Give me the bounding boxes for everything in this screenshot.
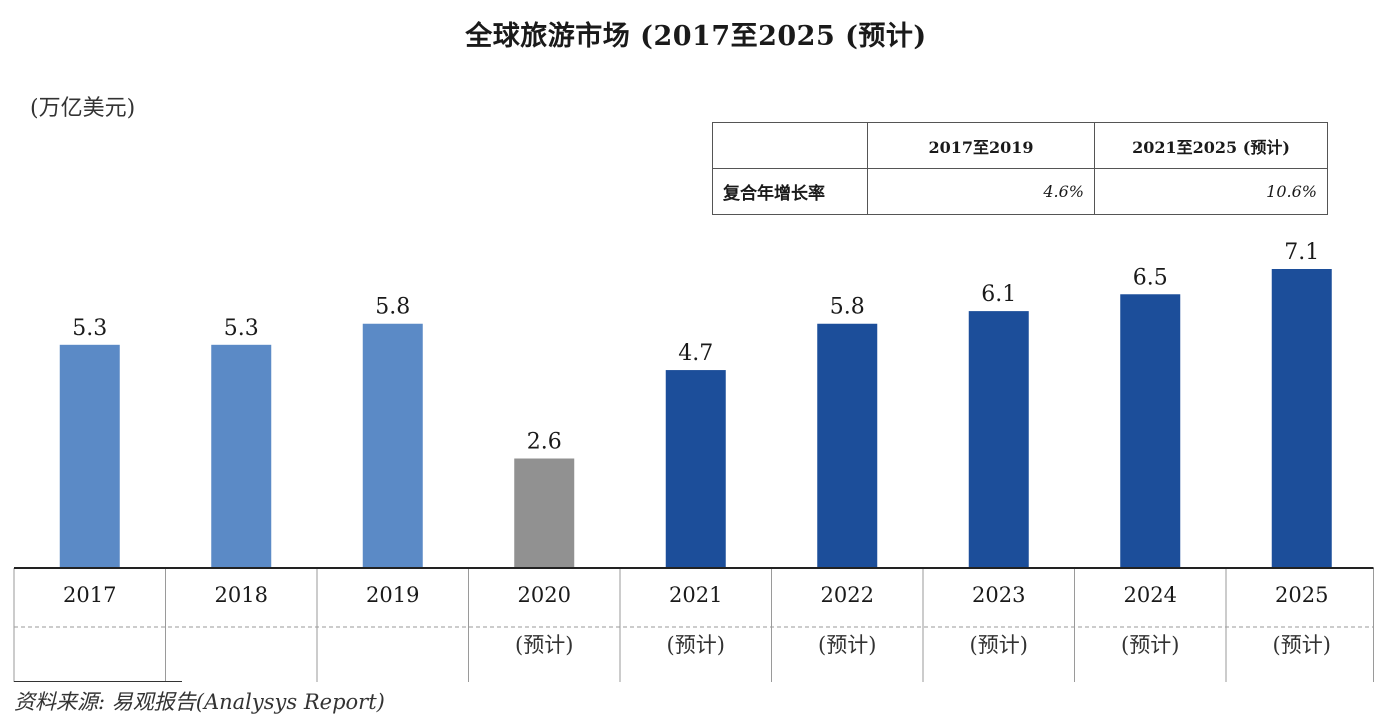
category-label-2023: 2023 xyxy=(972,583,1025,607)
bar-2020 xyxy=(514,458,575,568)
category-label-2018: 2018 xyxy=(215,583,268,607)
value-label-2021: 4.7 xyxy=(678,341,713,366)
value-label-2025: 7.1 xyxy=(1284,240,1319,265)
forecast-label-2021: (预计) xyxy=(667,633,725,657)
forecast-label-2020: (预计) xyxy=(515,633,573,657)
value-label-2020: 2.6 xyxy=(527,430,562,455)
bar-2022 xyxy=(817,323,878,568)
cagr-col2-value: 10.6% xyxy=(1094,168,1328,215)
source-note: 资料来源: 易观报告(Analysys Report) xyxy=(14,690,385,714)
category-label-2025: 2025 xyxy=(1275,583,1328,607)
category-label-2024: 2024 xyxy=(1124,583,1177,607)
bar-2023 xyxy=(968,311,1029,568)
forecast-label-2023: (预计) xyxy=(970,633,1028,657)
category-label-2021: 2021 xyxy=(669,583,722,607)
value-label-2024: 6.5 xyxy=(1133,265,1168,290)
forecast-label-2022: (预计) xyxy=(818,633,876,657)
bar-2017 xyxy=(59,344,120,568)
value-label-2019: 5.8 xyxy=(375,295,410,320)
value-label-2018: 5.3 xyxy=(224,316,259,341)
chart-title: 全球旅游市场 (2017至2025 (预计) xyxy=(465,21,927,52)
cagr-table: 2017至2019 2021至2025 (预计) 复合年增长率 4.6% 10.… xyxy=(712,122,1328,215)
forecast-label-2024: (预计) xyxy=(1121,633,1179,657)
value-label-2017: 5.3 xyxy=(72,316,107,341)
cagr-col2-header: 2021至2025 (预计) xyxy=(1094,122,1328,169)
source-rule xyxy=(14,681,182,682)
bar-2025 xyxy=(1271,269,1332,568)
category-label-2022: 2022 xyxy=(821,583,874,607)
bar-2024 xyxy=(1120,294,1181,568)
category-label-2017: 2017 xyxy=(63,583,116,607)
forecast-label-2025: (预计) xyxy=(1273,633,1331,657)
value-label-2023: 6.1 xyxy=(981,282,1016,307)
bar-2021 xyxy=(665,370,726,568)
bar-2018 xyxy=(211,344,272,568)
cagr-corner-cell xyxy=(712,122,868,169)
cagr-value-row: 复合年增长率 4.6% 10.6% xyxy=(712,168,1328,215)
value-label-2022: 5.8 xyxy=(830,295,865,320)
category-label-2019: 2019 xyxy=(366,583,419,607)
category-label-2020: 2020 xyxy=(518,583,571,607)
unit-label: (万亿美元) xyxy=(30,96,136,121)
cagr-col1-value: 4.6% xyxy=(867,168,1095,215)
bar-2019 xyxy=(362,323,423,568)
